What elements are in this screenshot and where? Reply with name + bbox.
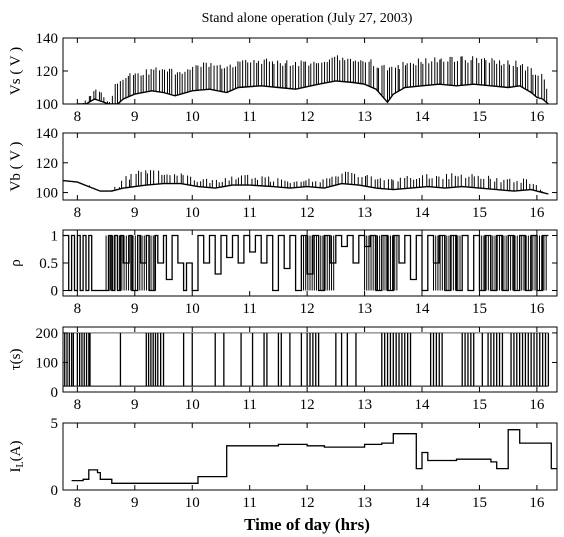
x-tick-label: 10 [185,495,200,511]
panel-frame [62,422,558,491]
x-tick-label: 12 [300,495,315,511]
x-tick-label: 11 [242,397,256,413]
x-tick-label: 8 [74,109,82,125]
x-tick-label: 14 [415,301,431,317]
x-tick-label: 12 [300,109,315,125]
series-tau [63,332,550,387]
x-tick-label: 13 [357,397,372,413]
y-axis-label: ρ [8,259,24,267]
x-tick-label: 11 [242,301,256,317]
x-tick-label: 14 [415,397,431,413]
x-tick-label: 14 [415,109,431,125]
x-tick-label: 14 [415,205,431,221]
x-tick-label: 13 [357,109,372,125]
y-tick-label: 0.5 [39,256,58,272]
y-tick-label: 0 [51,483,59,499]
x-tick-label: 9 [131,397,139,413]
x-tick-label: 10 [185,109,200,125]
x-tick-label: 12 [300,205,315,221]
series-rho [63,234,549,292]
x-tick-label: 9 [131,109,139,125]
panel-frame [62,326,558,393]
x-tick-label: 16 [529,109,545,125]
panel-vb: 100 120 140 8 9 10 11 12 13 14 15 16 Vb ( V ) [8,126,558,221]
x-tick-label: 11 [242,205,256,221]
series-step-line [71,429,557,484]
x-tick-label: 8 [74,301,82,317]
x-tick-label: 15 [472,205,487,221]
chart-title: Stand alone operation (July 27, 2003) [202,11,413,26]
x-tick-label: 10 [185,301,200,317]
panel-frame [62,132,558,201]
x-tick-label: 11 [242,495,256,511]
y-tick-label: 120 [36,64,59,80]
y-tick-label: 100 [36,355,59,371]
x-tick-label: 9 [131,301,139,317]
x-tick-label: 16 [529,301,545,317]
series-line [77,80,549,104]
x-tick-label: 9 [131,205,139,221]
y-axis-label: Vb ( V ) [8,142,24,192]
x-tick-label: 16 [529,397,545,413]
x-tick-label: 15 [472,495,487,511]
y-tick-label: 100 [36,186,59,202]
x-tick-label: 13 [357,205,372,221]
series-line [63,179,549,195]
x-tick-label: 10 [185,397,200,413]
x-tick-label: 12 [300,397,315,413]
y-axis-label: IL(A) [8,441,26,473]
y-axis-label: Vs ( V ) [8,47,24,95]
x-tick-label: 16 [529,205,545,221]
series-vb [63,170,549,195]
y-tick-label: 5 [51,416,59,432]
x-tick-label: 11 [242,109,256,125]
x-tick-label: 12 [300,301,315,317]
x-tick-label: 8 [74,495,82,511]
y-axis-label-sub: L [15,461,26,467]
panel-tau: 0 100 200 8 9 10 11 12 13 14 15 16 τ(s) [8,326,558,413]
x-tick-label: 13 [357,495,372,511]
y-tick-label: 200 [36,326,59,342]
x-tick-label: 15 [472,109,487,125]
y-tick-label: 0 [51,385,59,401]
y-axis-label-unit: (A) [8,441,24,462]
y-tick-label: 140 [36,31,59,47]
y-tick-label: 1 [51,229,59,245]
x-tick-label: 10 [185,205,200,221]
y-tick-label: 0 [51,284,59,300]
panel-vs: 100 120 140 8 9 10 11 12 13 14 15 16 Vs ( V ) [8,31,558,125]
panel-il: 0 5 8 9 10 11 12 13 14 15 16 IL(A) [8,416,558,511]
x-tick-label: 15 [472,301,487,317]
x-tick-label: 16 [529,495,545,511]
x-tick-label: 8 [74,205,82,221]
x-tick-label: 13 [357,301,372,317]
series-il [71,429,557,484]
x-tick-label: 14 [415,495,431,511]
y-tick-label: 140 [36,126,59,142]
y-axis-label: τ(s) [8,349,24,371]
x-tick-label: 8 [74,397,82,413]
x-tick-label: 9 [131,495,139,511]
x-tick-label: 15 [472,397,487,413]
y-tick-label: 120 [36,156,59,172]
x-axis-label: Time of day (hrs) [244,515,370,534]
series-vs [77,55,549,104]
panel-rho: 0 0.5 1 8 9 10 11 12 13 14 15 16 ρ [8,229,558,317]
y-tick-label: 100 [36,97,59,113]
